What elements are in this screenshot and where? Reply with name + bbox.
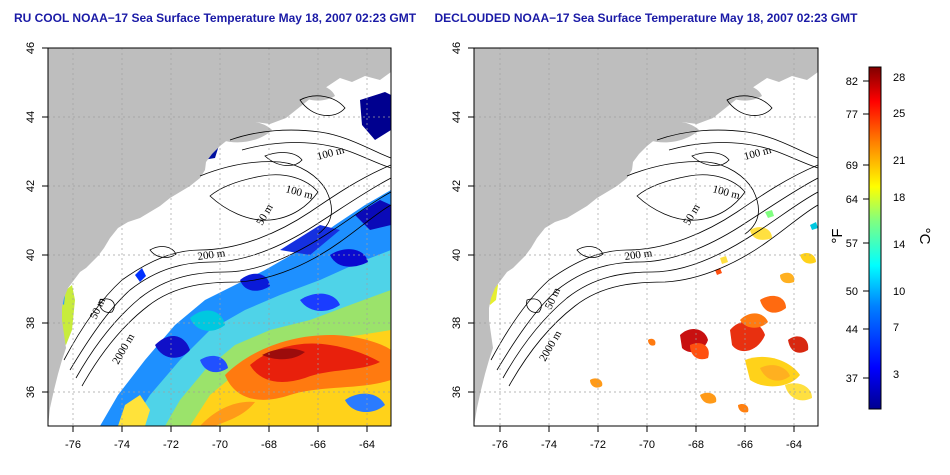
- celsius-tick: 14: [893, 239, 905, 251]
- x-tick-label: -68: [688, 439, 704, 451]
- y-tick-label: 40: [451, 249, 463, 261]
- left-y-axis-labels: 36 38 40 42 44 46: [25, 42, 37, 398]
- y-tick-label: 36: [25, 386, 37, 398]
- x-tick-label: -72: [590, 439, 606, 451]
- x-tick-label: -72: [163, 439, 179, 451]
- left-sst-field: [48, 56, 391, 426]
- left-tick-marks: [42, 47, 368, 432]
- y-tick-label: 38: [451, 317, 463, 329]
- fahrenheit-tick: 44: [846, 324, 858, 336]
- colorbar-fahrenheit-labels: 82 77 69 64 57 50 44 37: [846, 76, 858, 385]
- x-tick-label: -66: [310, 439, 326, 451]
- x-tick-label: -64: [359, 439, 375, 451]
- right-tick-marks: [468, 47, 795, 432]
- colorbar-tick-marks: [863, 80, 869, 379]
- celsius-tick: 18: [893, 192, 905, 204]
- colorbar-gradient: [868, 66, 882, 410]
- left-bathymetry-contours: [63, 95, 391, 387]
- x-tick-label: -76: [492, 439, 508, 451]
- y-tick-label: 44: [451, 111, 463, 123]
- contour-label: 200 m: [624, 247, 654, 263]
- left-graticule: [48, 48, 391, 426]
- y-tick-label: 36: [451, 386, 463, 398]
- y-tick-label: 42: [25, 180, 37, 192]
- fahrenheit-tick: 50: [846, 286, 858, 298]
- x-tick-label: -70: [212, 439, 228, 451]
- fahrenheit-tick: 82: [846, 76, 858, 88]
- celsius-tick: 28: [893, 72, 905, 84]
- fahrenheit-tick: 77: [846, 109, 858, 121]
- fahrenheit-tick: 37: [846, 373, 858, 385]
- x-tick-label: -74: [541, 439, 557, 451]
- x-tick-label: -76: [65, 439, 81, 451]
- fahrenheit-unit-label: °F: [829, 228, 846, 243]
- temperature-colorbar: 82 77 69 64 57 50 44 37 28 25 21 18 14 1…: [829, 66, 933, 410]
- left-map-panel: RU COOL NOAA−17 Sea Surface Temperature …: [14, 11, 417, 451]
- colorbar-celsius-labels: 28 25 21 18 14 10 7 3: [893, 72, 905, 381]
- celsius-tick: 25: [893, 108, 905, 120]
- left-x-axis-labels: -76 -74 -72 -70 -68 -66 -64: [65, 439, 375, 451]
- y-tick-label: 42: [451, 180, 463, 192]
- right-map-frame: [473, 47, 819, 427]
- x-tick-label: -74: [114, 439, 130, 451]
- y-tick-label: 40: [25, 249, 37, 261]
- y-tick-label: 46: [25, 42, 37, 54]
- celsius-tick: 21: [893, 155, 905, 167]
- x-tick-label: -66: [737, 439, 753, 451]
- left-land-mass: [48, 48, 391, 426]
- x-tick-label: -64: [786, 439, 802, 451]
- y-tick-label: 38: [25, 317, 37, 329]
- left-map-title: RU COOL NOAA−17 Sea Surface Temperature …: [14, 11, 417, 25]
- right-land-mass: [474, 48, 818, 426]
- contour-label: 200 m: [197, 247, 227, 263]
- celsius-tick: 3: [893, 369, 899, 381]
- x-tick-label: -68: [261, 439, 277, 451]
- right-map-title: DECLOUDED NOAA−17 Sea Surface Temperatur…: [435, 11, 859, 25]
- right-y-axis-labels: 36 38 40 42 44 46: [451, 42, 463, 398]
- celsius-tick: 7: [893, 322, 899, 334]
- fahrenheit-tick: 57: [846, 238, 858, 250]
- fahrenheit-tick: 64: [846, 194, 858, 206]
- right-graticule: [474, 48, 818, 426]
- fahrenheit-tick: 69: [846, 160, 858, 172]
- celsius-unit-label: °C: [916, 228, 933, 245]
- x-tick-label: -70: [639, 439, 655, 451]
- y-tick-label: 44: [25, 111, 37, 123]
- right-x-axis-labels: -76 -74 -72 -70 -68 -66 -64: [492, 439, 802, 451]
- right-bathymetry-contours: [490, 95, 818, 387]
- y-tick-label: 46: [451, 42, 463, 54]
- right-map-panel: DECLOUDED NOAA−17 Sea Surface Temperatur…: [435, 11, 859, 451]
- celsius-tick: 10: [893, 286, 905, 298]
